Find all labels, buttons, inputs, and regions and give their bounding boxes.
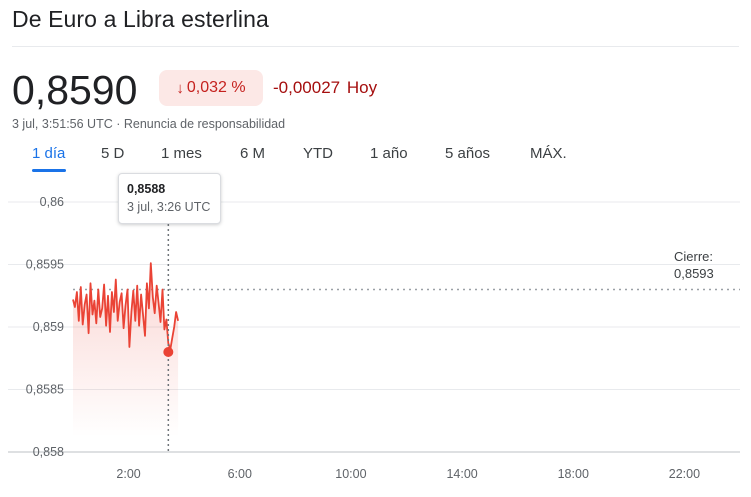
tab-ytd[interactable]: YTD: [303, 145, 333, 162]
range-tabs: 1 día 5 D 1 mes 6 M YTD 1 año 5 años MÁX…: [0, 145, 751, 172]
x-tick-label: 22:00: [669, 467, 700, 481]
change-period: Hoy: [346, 78, 378, 97]
hover-tooltip: 0,8588 3 jul, 3:26 UTC: [118, 173, 221, 224]
arrow-down-icon: ↓: [176, 79, 184, 97]
current-price: 0,8590: [12, 67, 138, 113]
y-tick-label: 0,86: [40, 195, 64, 209]
x-tick-label: 10:00: [335, 467, 366, 481]
tab-max[interactable]: MÁX.: [530, 145, 567, 162]
price-line: [72, 262, 179, 351]
tab-1-month[interactable]: 1 mes: [161, 145, 202, 162]
y-tick-label: 0,859: [33, 320, 64, 334]
absolute-change-value: -0,00027: [273, 78, 341, 97]
active-tab-indicator: [32, 169, 66, 172]
previous-close-value: 0,8593: [674, 266, 714, 281]
y-tick-label: 0,8585: [26, 383, 64, 397]
tab-6-months[interactable]: 6 M: [240, 145, 266, 162]
hover-point: [163, 347, 174, 357]
previous-close-title: Cierre:: [674, 249, 714, 264]
x-tick-label: 6:00: [228, 467, 252, 481]
previous-close-label: Cierre: 0,8593: [674, 248, 714, 282]
tab-5-years[interactable]: 5 años: [445, 145, 491, 162]
title-divider: [12, 46, 739, 47]
absolute-change: -0,00027 Hoy: [273, 78, 377, 98]
percent-change-badge: ↓ 0,032 %: [159, 70, 263, 106]
tab-1-year[interactable]: 1 año: [370, 145, 408, 162]
y-axis-ticks: 0,86 0,8595 0,859 0,8585 0,858: [26, 195, 64, 459]
page-title: De Euro a Libra esterlina: [12, 6, 269, 32]
tab-5-days[interactable]: 5 D: [101, 145, 125, 162]
x-axis-ticks: 2:00 6:00 10:00 14:00 18:00 22:00: [116, 467, 700, 481]
y-tick-label: 0,858: [33, 445, 64, 459]
quote-timestamp: 3 jul, 3:51:56 UTC · Renuncia de respons…: [12, 117, 286, 131]
x-tick-label: 2:00: [116, 467, 140, 481]
tab-1-day[interactable]: 1 día: [32, 145, 66, 162]
x-tick-label: 18:00: [558, 467, 589, 481]
tooltip-value: 0,8588: [127, 182, 166, 196]
tooltip-time: 3 jul, 3:26 UTC: [127, 200, 211, 214]
percent-change-value: 0,032 %: [186, 79, 246, 96]
x-tick-label: 14:00: [446, 467, 477, 481]
y-tick-label: 0,8595: [26, 258, 64, 272]
